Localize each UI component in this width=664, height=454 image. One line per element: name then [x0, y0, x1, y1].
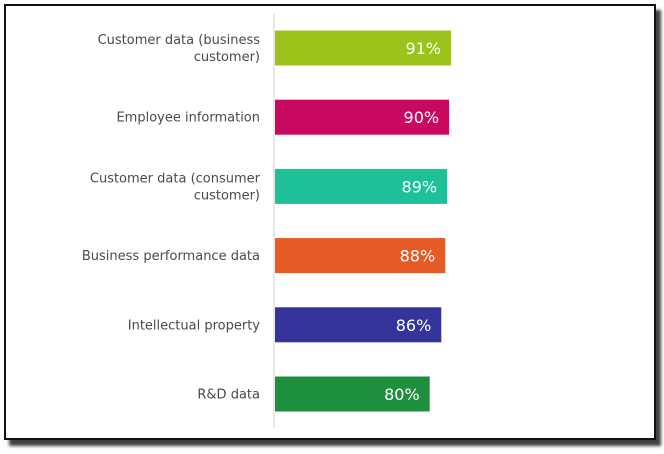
- chart-frame: [4, 4, 656, 440]
- value-label-5: 80%: [384, 385, 420, 404]
- value-label-2: 89%: [402, 177, 438, 196]
- bar-1: [275, 99, 450, 135]
- category-label-line: R&D data: [197, 388, 260, 403]
- category-label-line: Business performance data: [82, 249, 260, 264]
- category-label-2: Customer data (consumer customer): [90, 171, 261, 203]
- value-label-1: 90%: [404, 108, 440, 127]
- bar-5: [275, 376, 430, 412]
- bar-3: [275, 238, 446, 274]
- category-label-1: Employee information: [116, 111, 260, 126]
- category-label-line: Employee information: [116, 111, 260, 126]
- category-label-line: Customer data (consumer: [90, 171, 261, 186]
- value-label-4: 86%: [396, 316, 432, 335]
- category-label-line: customer): [194, 50, 260, 65]
- category-label-5: R&D data: [197, 388, 260, 403]
- category-label-line: Intellectual property: [128, 318, 261, 333]
- category-label-line: customer): [194, 188, 260, 203]
- value-label-0: 91%: [405, 39, 441, 58]
- bar-0: [275, 30, 451, 66]
- value-label-3: 88%: [400, 247, 436, 266]
- category-label-3: Business performance data: [82, 249, 260, 264]
- bar-4: [275, 307, 442, 343]
- bar-2: [275, 168, 448, 204]
- bars-group: 91% Customer data (business customer) 90% Em…: [82, 30, 451, 412]
- category-label-line: Customer data (business: [98, 33, 261, 48]
- category-label-4: Intellectual property: [128, 318, 261, 333]
- category-label-0: Customer data (business customer): [98, 33, 261, 65]
